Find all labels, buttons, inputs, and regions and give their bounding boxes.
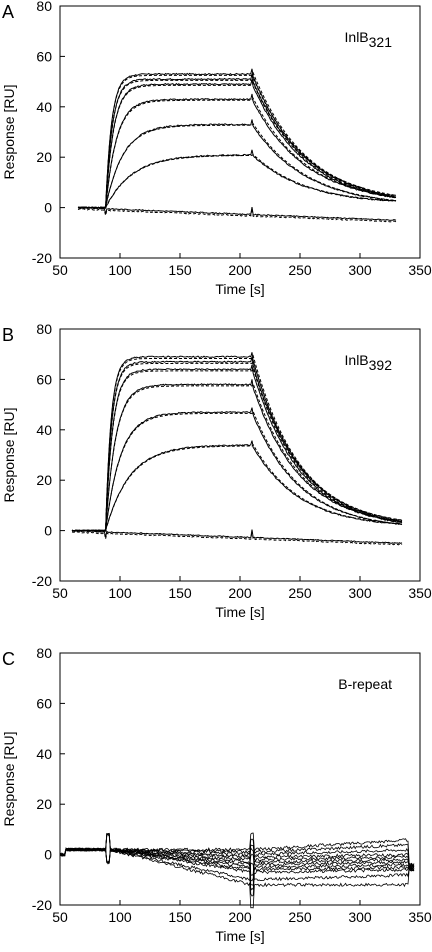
x-tick-label: 350 xyxy=(408,262,432,278)
y-tick-label: -20 xyxy=(32,250,52,266)
y-tick-label: 60 xyxy=(36,48,52,64)
baseline-fit xyxy=(71,531,403,546)
measured-trace xyxy=(71,407,403,532)
baseline-trace xyxy=(71,529,403,544)
noise-trace xyxy=(59,833,415,909)
y-tick-label: 0 xyxy=(44,200,52,216)
fit-trace xyxy=(105,97,397,208)
measured-trace xyxy=(71,364,403,532)
y-tick-label: 20 xyxy=(36,472,52,488)
fit-trace xyxy=(105,71,397,208)
x-axis-label: Time [s] xyxy=(215,604,264,620)
y-tick-label: 80 xyxy=(36,321,52,337)
measured-trace xyxy=(71,356,403,532)
baseline-trace xyxy=(77,206,397,221)
y-axis-label: Response [RU] xyxy=(1,732,17,827)
series-annotation: InlB321 xyxy=(345,29,393,50)
measured-trace xyxy=(77,149,397,209)
x-tick-label: 300 xyxy=(348,909,372,925)
x-tick-label: 250 xyxy=(288,585,312,601)
y-tick-label: 20 xyxy=(36,796,52,812)
y-tick-label: 40 xyxy=(36,99,52,115)
x-tick-label: 300 xyxy=(348,262,372,278)
fit-trace xyxy=(105,359,403,531)
x-tick-label: 100 xyxy=(108,585,132,601)
fit-trace xyxy=(105,354,403,531)
fit-trace xyxy=(105,82,397,208)
fit-trace xyxy=(105,153,397,208)
x-tick-label: 150 xyxy=(168,585,192,601)
y-axis-label: Response [RU] xyxy=(1,408,17,503)
x-tick-label: 300 xyxy=(348,585,372,601)
y-tick-label: 80 xyxy=(36,645,52,661)
y-tick-label: 80 xyxy=(36,0,52,14)
chart-panel-b: 50 100 150 200 250 300 350 -20 0 20 40 60 80 Time [s]… xyxy=(1,321,432,620)
panel-letter: A xyxy=(2,2,14,22)
x-tick-label: 100 xyxy=(108,909,132,925)
traces xyxy=(59,832,415,909)
noise-trace xyxy=(59,833,415,882)
y-tick-label: -20 xyxy=(32,573,52,589)
fit-trace xyxy=(105,382,403,531)
fit-trace xyxy=(105,443,403,531)
chart-panel-c: 50 100 150 200 250 300 350 -20 0 20 40 60 80 Time [s]… xyxy=(1,645,432,944)
measured-trace xyxy=(77,119,397,209)
fit-trace xyxy=(105,76,397,208)
fit-trace xyxy=(105,410,403,531)
x-tick-label: 350 xyxy=(408,585,432,601)
fit-trace xyxy=(105,122,397,208)
traces xyxy=(77,68,397,223)
panel-letter: B xyxy=(2,325,14,345)
measured-trace xyxy=(71,352,403,532)
measured-trace xyxy=(78,93,396,209)
y-tick-label: 60 xyxy=(36,371,52,387)
y-tick-label: 0 xyxy=(44,847,52,863)
y-tick-label: 20 xyxy=(36,149,52,165)
x-tick-label: 350 xyxy=(408,909,432,925)
y-tick-label: 40 xyxy=(36,422,52,438)
series-annotation: B-repeat xyxy=(338,676,392,692)
fit-trace xyxy=(105,367,403,531)
x-axis-label: Time [s] xyxy=(215,928,264,944)
x-tick-label: 50 xyxy=(52,909,68,925)
y-tick-label: 0 xyxy=(44,523,52,539)
panel-letter: C xyxy=(2,649,15,669)
x-tick-label: 250 xyxy=(288,909,312,925)
series-annotation: InlB392 xyxy=(345,352,393,373)
y-tick-label: -20 xyxy=(32,897,52,913)
x-tick-label: 50 xyxy=(52,262,68,278)
y-axis-label: Response [RU] xyxy=(1,85,17,180)
x-tick-label: 50 xyxy=(52,585,68,601)
x-tick-label: 200 xyxy=(228,262,252,278)
x-tick-label: 150 xyxy=(168,262,192,278)
x-tick-label: 200 xyxy=(228,585,252,601)
x-tick-label: 150 xyxy=(168,909,192,925)
x-axis-label: Time [s] xyxy=(215,281,264,297)
y-tick-label: 60 xyxy=(36,695,52,711)
baseline-fit xyxy=(77,208,397,223)
traces xyxy=(71,352,403,546)
measured-trace xyxy=(77,73,397,209)
y-tick-label: 40 xyxy=(36,746,52,762)
x-tick-label: 100 xyxy=(108,262,132,278)
chart-panel-a: 50 100 150 200 250 300 350 -20 0 20 40 60 80 Time [s]… xyxy=(1,0,432,297)
x-tick-label: 250 xyxy=(288,262,312,278)
noise-trace xyxy=(59,833,415,892)
measured-trace xyxy=(71,379,403,532)
x-tick-label: 200 xyxy=(228,909,252,925)
